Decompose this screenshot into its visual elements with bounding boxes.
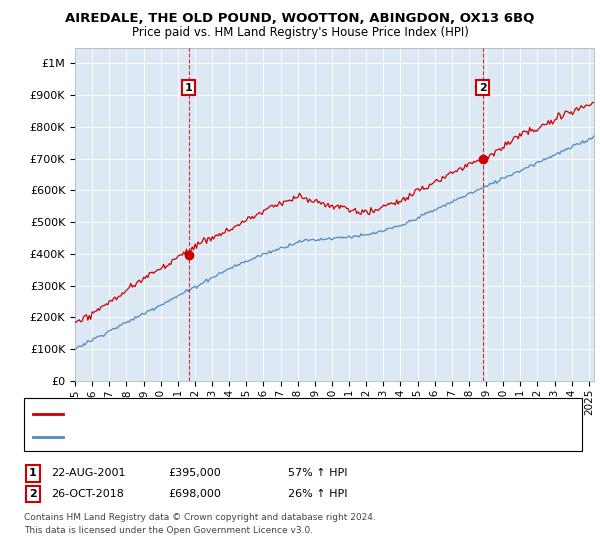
- Text: This data is licensed under the Open Government Licence v3.0.: This data is licensed under the Open Gov…: [24, 526, 313, 535]
- Text: £395,000: £395,000: [168, 468, 221, 478]
- Text: 2: 2: [479, 82, 487, 92]
- Text: 1: 1: [29, 468, 37, 478]
- Text: Price paid vs. HM Land Registry's House Price Index (HPI): Price paid vs. HM Land Registry's House …: [131, 26, 469, 39]
- Text: £698,000: £698,000: [168, 489, 221, 499]
- Text: 1: 1: [185, 82, 193, 92]
- Text: Contains HM Land Registry data © Crown copyright and database right 2024.: Contains HM Land Registry data © Crown c…: [24, 513, 376, 522]
- Text: AIREDALE, THE OLD POUND, WOOTTON, ABINGDON, OX13 6BQ: AIREDALE, THE OLD POUND, WOOTTON, ABINGD…: [65, 12, 535, 25]
- Text: 22-AUG-2001: 22-AUG-2001: [51, 468, 125, 478]
- Text: HPI: Average price, detached house, Vale of White Horse: HPI: Average price, detached house, Vale…: [69, 433, 365, 443]
- Text: 26-OCT-2018: 26-OCT-2018: [51, 489, 124, 499]
- Text: AIREDALE, THE OLD POUND, WOOTTON, ABINGDON, OX13 6BQ (detached house): AIREDALE, THE OLD POUND, WOOTTON, ABINGD…: [69, 410, 494, 421]
- Text: 26% ↑ HPI: 26% ↑ HPI: [288, 489, 347, 499]
- Text: 57% ↑ HPI: 57% ↑ HPI: [288, 468, 347, 478]
- Text: 2: 2: [29, 489, 37, 499]
